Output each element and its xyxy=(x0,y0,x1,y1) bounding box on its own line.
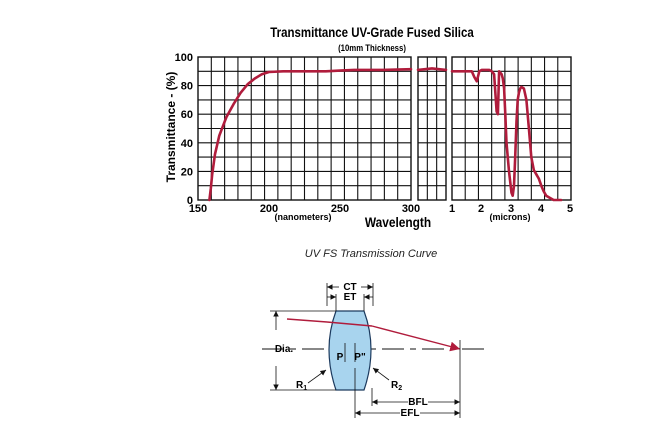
x-tick-label: 3 xyxy=(508,203,514,215)
y-axis-label: Transmittance - (%) xyxy=(164,72,178,183)
p-prime-label: P" xyxy=(354,352,366,363)
dia-label: Dia. xyxy=(275,344,294,355)
efl-label: EFL xyxy=(401,408,420,419)
panel-visible xyxy=(416,56,448,201)
y-tick-label: 0 xyxy=(187,195,193,207)
x-tick-label: 250 xyxy=(331,203,349,215)
incoming-ray xyxy=(286,318,328,323)
grid-lines xyxy=(198,57,411,200)
y-tick-labels: 0 20 40 60 80 100 xyxy=(175,52,193,207)
y-tick-label: 80 xyxy=(181,81,193,93)
x-tick-label: 1 xyxy=(449,203,455,215)
panel-uv: 150 200 250 300 xyxy=(189,56,420,215)
series-line-visible xyxy=(416,67,448,72)
x-tick-label: 200 xyxy=(260,203,278,215)
grid-lines xyxy=(452,57,571,200)
r1-arrow xyxy=(307,369,327,384)
lens-shape xyxy=(328,310,372,391)
x-tick-label: 300 xyxy=(402,203,420,215)
ir-unit-label: (microns) xyxy=(489,212,530,222)
series-line-uv xyxy=(208,67,413,202)
ct-label: CT xyxy=(343,282,356,293)
p-label: P xyxy=(337,352,344,363)
x-tick-label: 5 xyxy=(567,203,573,215)
r2-arrow xyxy=(372,367,390,381)
et-label: ET xyxy=(344,292,357,303)
chart-panels: 150 200 250 300 1 2 3 4 5 xyxy=(189,56,573,215)
x-tick-label: 2 xyxy=(478,203,484,215)
y-tick-label: 40 xyxy=(181,138,193,150)
chart-subtitle: (10mm Thickness) xyxy=(338,42,406,53)
panel-ir: 1 2 3 4 5 xyxy=(449,56,573,215)
series-line-ir xyxy=(450,68,563,202)
grid-lines xyxy=(418,57,446,200)
y-tick-label: 60 xyxy=(181,109,193,121)
outgoing-ray xyxy=(371,325,461,352)
y-tick-label: 20 xyxy=(181,166,193,178)
refracted-ray xyxy=(326,321,373,327)
x-axis-label: Wavelength xyxy=(365,214,431,230)
r2-label: R2 xyxy=(391,380,402,392)
y-tick-label: 100 xyxy=(175,52,193,64)
x-tick-label: 150 xyxy=(189,203,207,215)
bfl-label: BFL xyxy=(408,397,427,408)
chart-title: Transmittance UV-Grade Fused Silica xyxy=(270,24,474,40)
x-tick-label: 4 xyxy=(538,203,545,215)
figure-caption: UV FS Transmission Curve xyxy=(305,248,437,260)
uv-unit-label: (nanometers) xyxy=(274,212,331,222)
r1-label: R1 xyxy=(296,380,307,392)
lens-diagram: CT ET Dia. P P" R1 R2 BFL EFL xyxy=(262,282,487,419)
